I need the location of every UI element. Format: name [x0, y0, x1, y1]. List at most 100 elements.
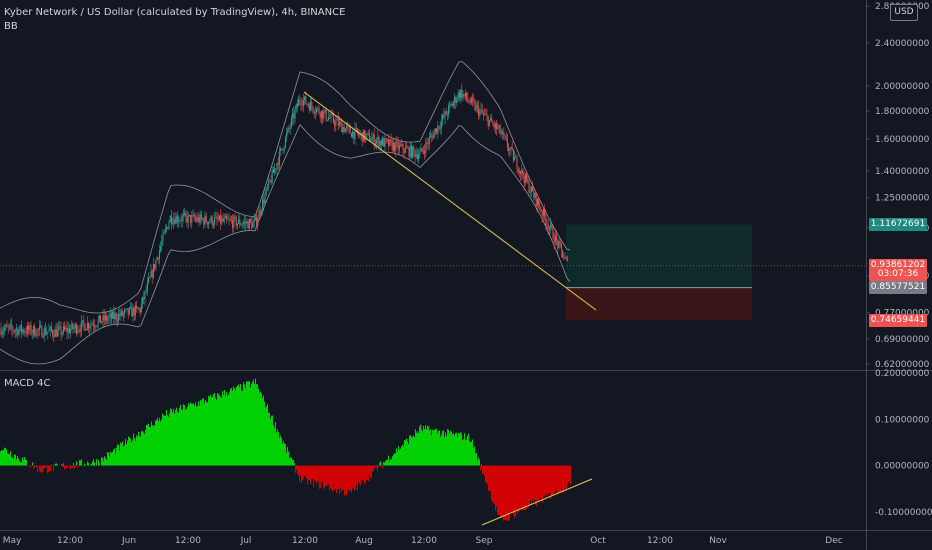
macd-histogram-bar: [320, 465, 321, 489]
macd-histogram-bar: [550, 465, 551, 499]
candle-body: [223, 217, 225, 221]
macd-histogram-bar: [138, 431, 139, 466]
candle-body: [76, 324, 78, 334]
price-tag: 0.74659441: [869, 313, 927, 327]
macd-histogram-bar: [340, 465, 341, 489]
candle-body: [472, 97, 474, 101]
macd-histogram-bar: [253, 379, 254, 466]
macd-histogram-bar: [557, 465, 558, 495]
macd-histogram-bar: [190, 402, 191, 466]
candle-body: [46, 332, 48, 335]
macd-histogram-bar: [458, 433, 459, 466]
macd-histogram-bar: [333, 465, 334, 485]
candle-body: [304, 96, 306, 100]
candle-body: [127, 308, 129, 315]
candle-body: [565, 257, 567, 259]
candle-body: [103, 315, 105, 321]
candle-body: [538, 198, 540, 206]
candle-body: [220, 215, 222, 224]
candle-body: [236, 223, 238, 226]
candle-body: [109, 313, 111, 317]
candle-body: [467, 98, 469, 101]
macd-histogram-bar: [48, 465, 49, 473]
time-tick-label: Oct: [590, 536, 606, 546]
macd-histogram-bar: [95, 465, 96, 467]
macd-histogram-bar: [440, 436, 441, 466]
macd-histogram-bar: [231, 387, 232, 466]
candle-body: [505, 136, 507, 140]
macd-histogram-bar: [443, 430, 444, 466]
macd-histogram-bar: [331, 465, 332, 489]
candle-body: [438, 125, 440, 129]
macd-tick-label: 0.00000000: [875, 462, 930, 472]
macd-histogram-bar: [531, 465, 532, 505]
macd-histogram-bar: [268, 412, 269, 466]
candle-body: [269, 180, 271, 181]
candle-body: [74, 324, 76, 328]
macd-histogram-bar: [454, 435, 455, 466]
candle-body: [445, 111, 447, 115]
price-tick-label: 0.62000000: [875, 360, 930, 370]
macd-histogram-bar: [477, 460, 478, 466]
candle-body: [90, 324, 92, 327]
macd-histogram-bar: [328, 465, 329, 485]
macd-histogram-bar: [128, 436, 129, 466]
macd-histogram-bar: [371, 465, 372, 479]
macd-histogram-bar: [251, 383, 252, 466]
macd-histogram-bar: [404, 440, 405, 466]
candle-body: [550, 224, 552, 228]
candle-body: [449, 104, 451, 106]
macd-histogram-bar: [381, 464, 382, 466]
macd-histogram-bar: [398, 446, 399, 466]
macd-histogram-bar: [412, 436, 413, 466]
time-tick-label: Dec: [825, 536, 842, 546]
candle-body: [541, 211, 543, 216]
candle-body: [262, 199, 264, 211]
candle-body: [218, 215, 220, 221]
macd-histogram-bar: [388, 455, 389, 466]
macd-histogram-bar: [426, 429, 427, 466]
candle-body: [92, 324, 94, 326]
macd-histogram-bar: [341, 465, 342, 493]
macd-histogram-bar: [142, 430, 143, 466]
candle-body: [2, 330, 4, 333]
currency-button[interactable]: USD: [890, 4, 918, 21]
macd-histogram-bar: [168, 416, 169, 466]
candle-body: [378, 136, 380, 147]
macd-histogram-bar: [403, 446, 404, 466]
macd-histogram-bar: [240, 384, 241, 466]
macd-histogram-bar: [230, 388, 231, 466]
macd-histogram-bar: [23, 460, 24, 466]
price-tick-label: 1.80000000: [875, 107, 930, 117]
macd-histogram-bar: [401, 446, 402, 466]
macd-histogram-bar: [461, 434, 462, 466]
macd-histogram-bar: [497, 465, 498, 515]
macd-histogram-bar: [302, 465, 303, 481]
macd-histogram-bar: [523, 465, 524, 511]
candle-body: [338, 121, 340, 126]
candle-body: [217, 219, 219, 221]
candle-body: [167, 227, 169, 229]
macd-histogram-bar: [375, 465, 376, 468]
candle-body: [28, 325, 30, 331]
macd-histogram-bar: [380, 461, 381, 466]
candle-body: [544, 208, 546, 217]
macd-histogram-bar: [475, 453, 476, 466]
macd-histogram-bar: [210, 394, 211, 466]
macd-histogram-bar: [318, 465, 319, 482]
candle-body: [437, 125, 439, 134]
candle-body: [466, 92, 468, 99]
candle-body: [170, 215, 172, 224]
candle-body: [346, 126, 348, 129]
candle-body: [43, 328, 45, 338]
candle-body: [44, 328, 46, 335]
macd-histogram-bar: [129, 437, 130, 466]
candle-body: [377, 136, 379, 141]
macd-histogram-bar: [178, 412, 179, 466]
candle-body: [55, 329, 57, 337]
macd-histogram-bar: [113, 449, 114, 466]
candle-body: [11, 324, 13, 329]
candle-body: [329, 117, 331, 119]
macd-histogram-bar: [290, 457, 291, 466]
